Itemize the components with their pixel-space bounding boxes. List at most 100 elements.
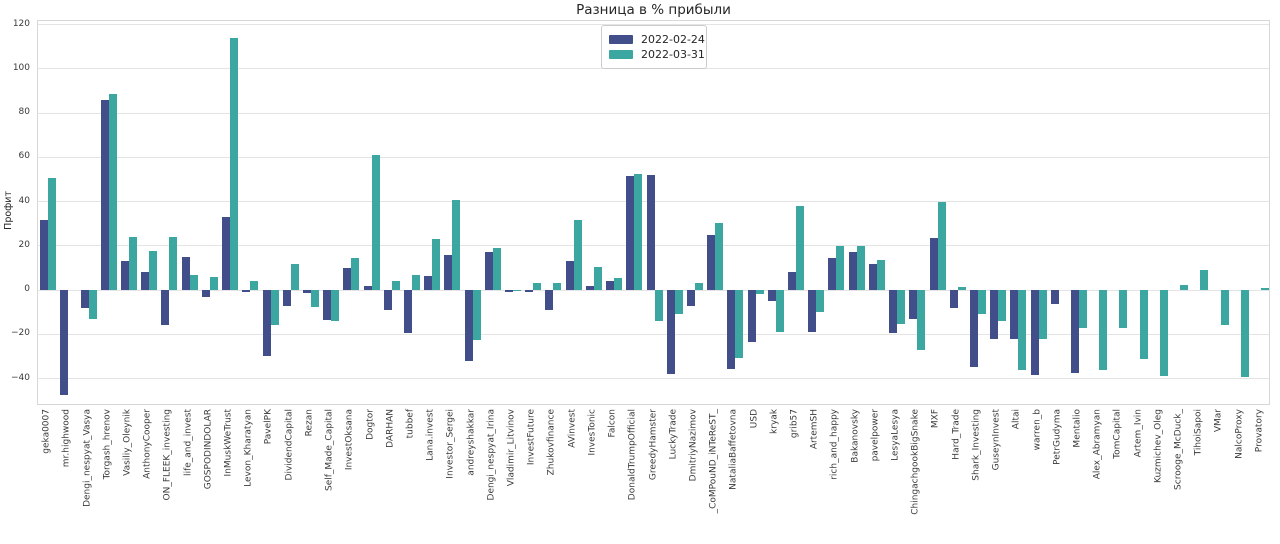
bar-2022-02-24-InvesTonic <box>585 285 594 290</box>
bar-2022-02-24-PavelPK <box>262 290 271 357</box>
y-tick-label: 80 <box>18 107 30 118</box>
x-tick-label: rich_and_happy <box>829 409 840 480</box>
bar-2022-03-31-Vasiliy_Oleynik <box>129 237 137 291</box>
x-tick-label: TihoiSapoi <box>1193 409 1204 456</box>
bar-2022-02-24-tubbef <box>403 290 412 334</box>
bar-2022-03-31-DonaldTrumpOfficial <box>634 173 643 291</box>
gridline <box>38 378 1269 380</box>
x-tick-label: DividendCapital <box>284 409 295 481</box>
bar-2022-02-24-Levon_Kharatyan <box>242 290 251 293</box>
bar-2022-02-24-DividendCapital <box>282 290 291 306</box>
bar-2022-03-31-PavelPK <box>270 290 279 326</box>
bar-2022-03-31-NalcoProxy <box>1240 290 1249 378</box>
bar-2022-03-31-pavelpower <box>876 260 885 291</box>
legend-label-series-1: 2022-02-24 <box>641 33 705 46</box>
bar-2022-02-24-ArtemSH <box>808 290 817 333</box>
legend-label-series-2: 2022-03-31 <box>641 48 705 61</box>
bar-2022-03-31-VMar <box>1220 290 1229 326</box>
bar-2022-03-31-NataliaBaffetovna <box>735 290 744 358</box>
bar-2022-02-24-grib57 <box>788 272 796 291</box>
bar-2022-03-31-Dengi_nespyat_Irina <box>492 248 501 290</box>
bar-2022-03-31-InvestOksana <box>351 258 360 291</box>
x-tick-label: Rezan <box>304 409 315 437</box>
bar-2022-03-31-_CoMPouND_iNTeReST_ <box>715 222 724 291</box>
bar-2022-03-31-TihoiSapoi <box>1200 270 1209 290</box>
bar-2022-03-31-Kuzmichev_Oleg <box>1159 290 1168 377</box>
bar-2022-02-24-Rezan <box>302 290 311 294</box>
x-tick-label: tubbef <box>405 409 416 439</box>
bar-2022-03-31-Dengi_nespyat_Vasya <box>88 290 97 319</box>
y-tick-label: 0 <box>24 284 30 295</box>
bar-2022-03-31-ChingachgookBigSnake <box>917 290 926 350</box>
x-tick-label: warren_b <box>1032 409 1043 451</box>
x-tick-label: Mentalio <box>1072 409 1083 448</box>
x-tick-label: mr.highwood <box>61 409 72 468</box>
bar-2022-03-31-ArtemSH <box>816 290 825 313</box>
bar-2022-02-24-Dengi_nespyat_Vasya <box>80 290 89 308</box>
bar-2022-02-24-kryak <box>767 290 776 302</box>
x-tick-label: Self_Made_Capital <box>324 409 335 492</box>
bar-2022-03-31-GuseynInvest <box>998 290 1007 322</box>
x-tick-label: TomCapital <box>1112 409 1123 459</box>
chart-title: Разница в % прибыли <box>576 2 731 18</box>
gridline <box>38 156 1269 158</box>
x-tick-label: VMar <box>1213 409 1224 433</box>
bar-2022-02-24-AnthonyCooper <box>141 272 150 291</box>
bar-2022-03-31-Self_Made_Capital <box>331 290 340 322</box>
bar-2022-03-31-Dogtor <box>371 155 380 291</box>
x-tick-label: Investor_Sergei <box>445 409 456 479</box>
x-tick-label: Lana.invest <box>425 409 436 461</box>
bar-2022-02-24-geka0007 <box>40 220 49 291</box>
bar-2022-02-24-AVinvest <box>565 261 574 291</box>
y-tick-label: 20 <box>18 239 30 250</box>
bar-2022-02-24-InMuskWeTrust <box>222 217 230 290</box>
bar-2022-02-24-Dengi_nespyat_Irina <box>484 252 493 290</box>
x-tick-label: LuckyTrade <box>668 409 679 460</box>
bar-2022-02-24-DmitriyNazimov <box>686 290 695 306</box>
x-tick-label: Dogtor <box>365 409 376 440</box>
x-tick-label: Torgash_hrenov <box>102 409 113 480</box>
x-tick-label: PetrGudyma <box>1052 409 1063 465</box>
x-tick-label: GreedyHamster <box>648 409 658 481</box>
bar-2022-03-31-ON_FLEEK_investing <box>169 237 178 291</box>
y-tick-label: 40 <box>18 195 30 206</box>
legend-item: 2022-03-31 <box>609 48 705 61</box>
x-tick-label: Bakanovsky <box>850 409 861 463</box>
x-tick-label: LesyaLesya <box>890 409 901 461</box>
plot-area <box>37 20 1270 405</box>
bar-2022-03-31-DARHAN <box>391 281 400 291</box>
bar-2022-03-31-Zhukovfinance <box>553 283 562 290</box>
x-tick-label: Altai <box>1011 409 1022 430</box>
bar-2022-03-31-GOSPODINDOLAR <box>209 276 218 291</box>
x-tick-label: Alex_Abramyan <box>1092 409 1103 480</box>
bar-2022-02-24-Vasiliy_Oleynik <box>121 261 129 291</box>
bar-2022-03-31-Artem_Ivin <box>1139 290 1148 359</box>
bar-2022-03-31-DividendCapital <box>290 263 299 291</box>
bar-2022-03-31-Rezan <box>310 290 319 307</box>
bar-2022-03-31-Scrooge_McDuck_ <box>1180 284 1188 290</box>
x-tick-label: Provatory <box>1254 409 1265 453</box>
x-tick-label: Artem_Ivin <box>1133 409 1144 458</box>
bar-2022-03-31-rich_and_happy <box>836 245 845 291</box>
x-tick-label: _CoMPouND_iNTeReST_ <box>708 409 719 514</box>
x-tick-label: InvestFuture <box>526 409 537 466</box>
bar-2022-03-31-AnthonyCooper <box>149 251 158 290</box>
bar-2022-02-24-Vladimir_Litvinov <box>505 290 513 293</box>
x-tick-label: Falcon <box>607 409 618 438</box>
x-tick-label: pavelpower <box>870 409 881 462</box>
bar-2022-03-31-USD <box>755 290 764 295</box>
bar-2022-03-31-Lana.invest <box>432 239 441 291</box>
x-tick-label: DARHAN <box>385 409 396 448</box>
x-tick-label: InvestOksana <box>344 409 355 471</box>
x-tick-label: Vladimir_Litvinov <box>506 409 517 487</box>
y-tick-label: −20 <box>11 328 30 339</box>
y-tick-label: −40 <box>11 372 30 383</box>
bar-2022-02-24-MXF <box>929 238 938 291</box>
bar-2022-03-31-Investor_Sergei <box>452 200 461 290</box>
bar-2022-03-31-Falcon <box>614 277 623 291</box>
legend-swatch-series-1 <box>609 35 633 44</box>
bar-2022-02-24-LuckyTrade <box>666 290 675 375</box>
bar-2022-03-31-Hard_Trade <box>957 286 966 290</box>
x-tick-label: NataliaBaffetovna <box>728 409 739 490</box>
